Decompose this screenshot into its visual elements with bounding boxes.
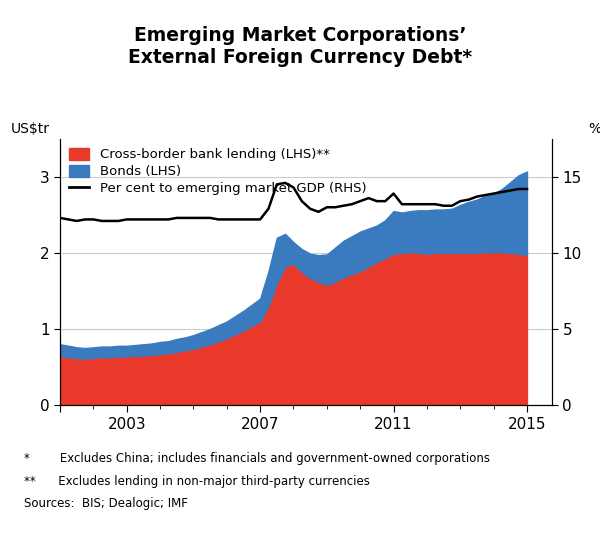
Text: US$tr: US$tr: [11, 122, 50, 136]
Legend: Cross-border bank lending (LHS)**, Bonds (LHS), Per cent to emerging market GDP : Cross-border bank lending (LHS)**, Bonds…: [67, 145, 369, 198]
Text: Sources:  BIS; Dealogic; IMF: Sources: BIS; Dealogic; IMF: [24, 497, 188, 509]
Text: **      Excludes lending in non-major third-party currencies: ** Excludes lending in non-major third-p…: [24, 475, 370, 487]
Text: *        Excludes China; includes financials and government-owned corporations: * Excludes China; includes financials an…: [24, 452, 490, 465]
Text: Emerging Market Corporations’
External Foreign Currency Debt*: Emerging Market Corporations’ External F…: [128, 26, 472, 67]
Text: %: %: [588, 122, 600, 136]
